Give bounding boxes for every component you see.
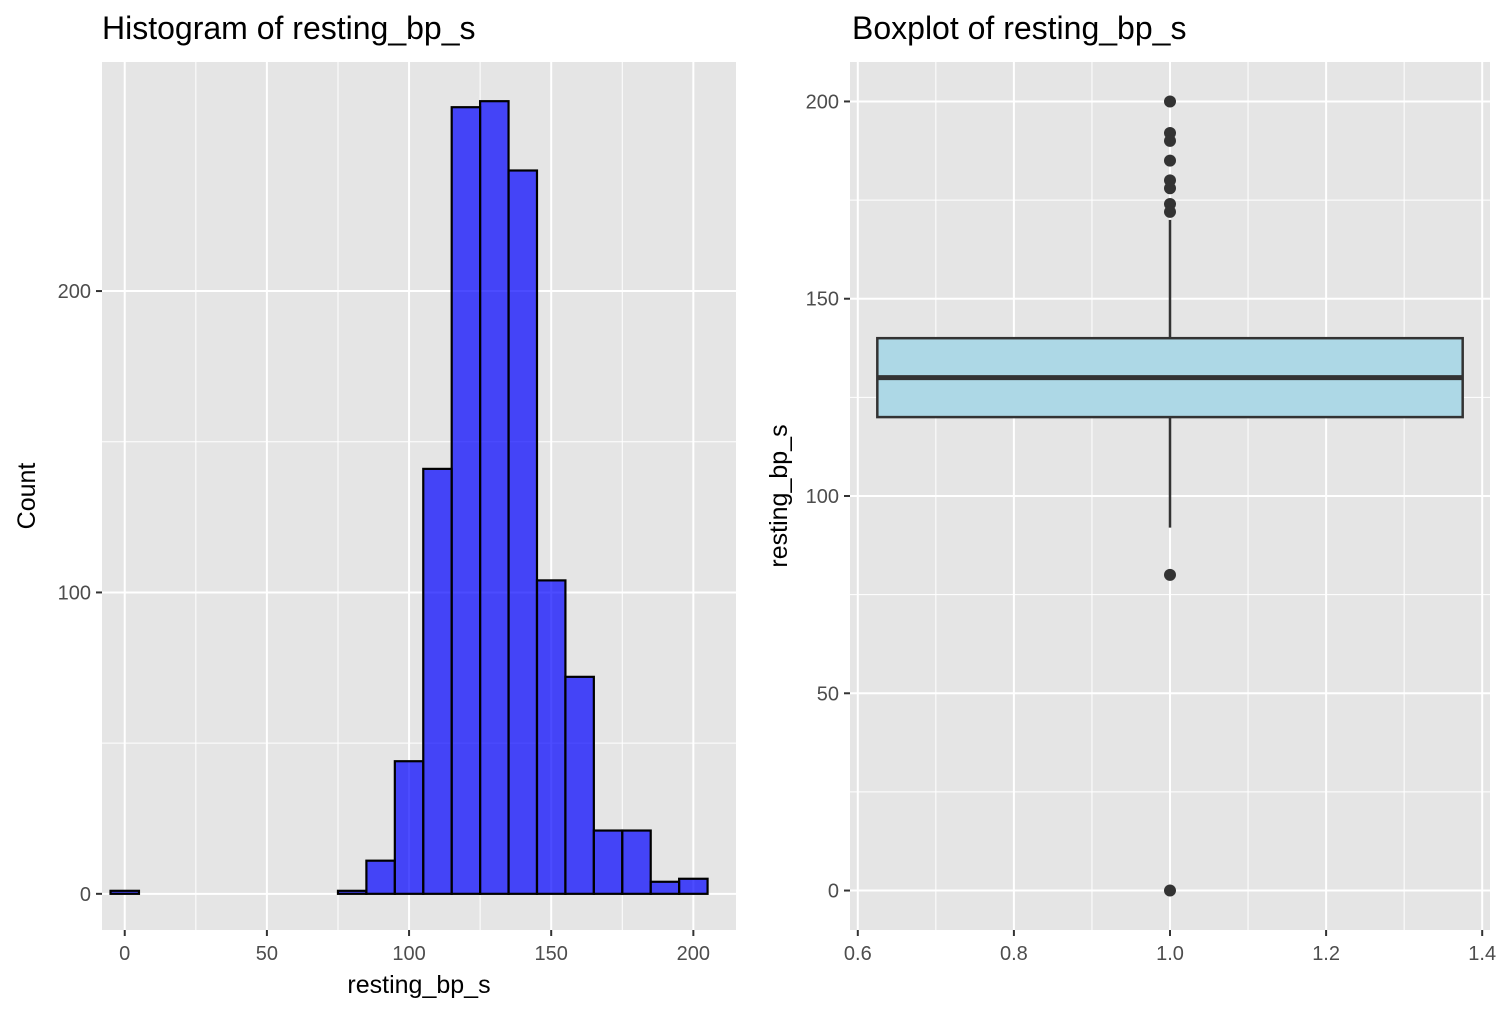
boxplot-outlier-point — [1164, 205, 1176, 218]
boxplot-outlier-point — [1164, 182, 1176, 195]
histogram-x-tick-label: 0 — [119, 943, 130, 965]
histogram-bar — [450, 106, 482, 895]
boxplot-x-tick-label: 1.4 — [1468, 943, 1496, 965]
histogram-y-tick-label: 200 — [58, 281, 91, 303]
histogram-bar — [535, 579, 567, 895]
histogram-bar — [621, 829, 652, 895]
histogram-bar — [678, 877, 709, 895]
histogram-bar — [422, 467, 453, 895]
boxplot-y-tick-label: 50 — [817, 683, 839, 705]
histogram-bar — [109, 889, 141, 895]
boxplot-y-axis-label: resting_bp_s — [765, 424, 793, 567]
histogram-x-tick-label: 200 — [677, 943, 710, 965]
boxplot-y-ticks: 0 50 100 150 200 — [806, 91, 850, 903]
histogram-bar — [479, 100, 510, 895]
boxplot-y-tick-label: 0 — [828, 881, 839, 903]
histogram-x-tick-label: 50 — [256, 943, 278, 965]
boxplot-x-tick-label: 0.8 — [1000, 943, 1028, 965]
histogram-bar — [507, 169, 539, 895]
histogram-bar — [393, 760, 425, 895]
histogram-x-axis-label: resting_bp_s — [347, 971, 490, 999]
boxplot-outlier-point — [1164, 95, 1176, 108]
boxplot-y-tick-label: 200 — [806, 91, 839, 113]
boxplot-x-tick-label: 1.2 — [1312, 943, 1340, 965]
boxplot-x-ticks: 0.6 0.8 1.0 1.2 1.4 — [844, 930, 1496, 965]
boxplot-y-tick-label: 150 — [806, 289, 839, 311]
boxplot-outlier-point — [1164, 134, 1176, 147]
histogram-x-tick-label: 150 — [535, 943, 568, 965]
boxplot-y-tick-label: 100 — [806, 486, 839, 508]
boxplot-outlier-point — [1164, 154, 1176, 167]
histogram-bar — [564, 675, 595, 895]
boxplot-title: Boxplot of resting_bp_s — [852, 10, 1186, 46]
histogram-y-axis-label: Count — [13, 463, 41, 530]
boxplot-x-tick-label: 1.0 — [1156, 943, 1184, 965]
histogram-bar — [336, 889, 368, 895]
histogram-bar — [592, 829, 624, 895]
histogram-y-tick-label: 0 — [80, 884, 91, 906]
boxplot-outlier-point — [1164, 568, 1176, 581]
histogram-y-tick-label: 100 — [58, 582, 91, 604]
histogram-chart: Histogram of resting_bp_s 0 50 100 150 200 0… — [13, 10, 736, 999]
histogram-bar — [365, 859, 396, 895]
boxplot-chart: Boxplot of resting_bp_s 0.6 0.8 1.0 1.2 1.4 … — [765, 10, 1496, 965]
boxplot-box — [876, 219, 1464, 528]
boxplot-outliers — [1164, 95, 1176, 897]
histogram-bars — [109, 100, 709, 895]
histogram-bar — [649, 880, 681, 895]
boxplot-outlier-point — [1164, 884, 1176, 897]
histogram-y-ticks: 0 100 200 — [58, 281, 102, 906]
boxplot-x-tick-label: 0.6 — [844, 943, 872, 965]
histogram-title: Histogram of resting_bp_s — [102, 10, 476, 46]
histogram-x-ticks: 0 50 100 150 200 — [119, 930, 710, 965]
histogram-x-tick-label: 100 — [392, 943, 425, 965]
